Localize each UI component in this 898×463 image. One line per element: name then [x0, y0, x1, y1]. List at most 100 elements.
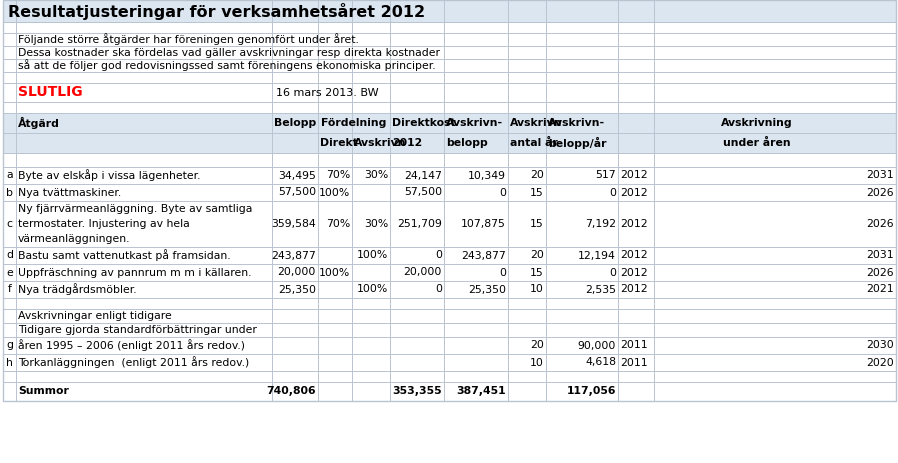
- Text: g: g: [6, 340, 13, 350]
- Text: 243,877: 243,877: [462, 250, 506, 261]
- Text: belopp/år: belopp/år: [548, 137, 606, 149]
- Text: så att de följer god redovisningssed samt föreningens ekonomiska principer.: så att de följer god redovisningssed sam…: [18, 60, 436, 71]
- Text: 10,349: 10,349: [468, 170, 506, 181]
- Text: Avskrivning: Avskrivning: [721, 118, 793, 128]
- Text: Avskrivn-: Avskrivn-: [446, 118, 503, 128]
- Text: 15: 15: [530, 268, 544, 277]
- Text: 70%: 70%: [326, 170, 350, 181]
- Text: 0: 0: [499, 188, 506, 198]
- Text: 2031: 2031: [867, 250, 894, 261]
- Text: Avskrivn: Avskrivn: [354, 138, 407, 148]
- Text: värmeanläggningen.: värmeanläggningen.: [18, 234, 130, 244]
- Text: 0: 0: [609, 188, 616, 198]
- Text: Uppfräschning av pannrum m m i källaren.: Uppfräschning av pannrum m m i källaren.: [18, 268, 251, 277]
- Text: Resultatjusteringar för verksamhetsåret 2012: Resultatjusteringar för verksamhetsåret …: [8, 2, 425, 19]
- Text: 10: 10: [530, 357, 544, 368]
- Text: Avskrivningar enligt tidigare: Avskrivningar enligt tidigare: [18, 311, 172, 321]
- Bar: [3, 0, 896, 401]
- Text: 117,056: 117,056: [567, 387, 616, 396]
- Text: 25,350: 25,350: [278, 284, 316, 294]
- Text: 2026: 2026: [867, 219, 894, 229]
- Text: 2020: 2020: [867, 357, 894, 368]
- Text: 2026: 2026: [867, 188, 894, 198]
- Text: 2021: 2021: [867, 284, 894, 294]
- Text: 2012: 2012: [620, 250, 647, 261]
- Text: antal år: antal år: [510, 138, 558, 148]
- Text: 7,192: 7,192: [585, 219, 616, 229]
- Text: 100%: 100%: [319, 188, 350, 198]
- Text: Avskrivn: Avskrivn: [510, 118, 562, 128]
- Text: Byte av elskåp i vissa lägenheter.: Byte av elskåp i vissa lägenheter.: [18, 169, 200, 181]
- Text: 0: 0: [609, 268, 616, 277]
- Text: Direkt: Direkt: [320, 138, 357, 148]
- Text: 24,147: 24,147: [404, 170, 442, 181]
- Text: Avskrivn-: Avskrivn-: [548, 118, 605, 128]
- Text: 20: 20: [530, 170, 544, 181]
- Text: 2,535: 2,535: [585, 284, 616, 294]
- Text: h: h: [6, 357, 13, 368]
- Text: 30%: 30%: [364, 170, 388, 181]
- Text: 243,877: 243,877: [271, 250, 316, 261]
- Text: 0: 0: [435, 250, 442, 261]
- Text: 2011: 2011: [620, 357, 647, 368]
- Text: 4,618: 4,618: [585, 357, 616, 368]
- Text: 100%: 100%: [357, 284, 388, 294]
- Bar: [3, 113, 896, 153]
- Text: 740,806: 740,806: [267, 387, 316, 396]
- Text: 16 mars 2013. BW: 16 mars 2013. BW: [276, 88, 379, 98]
- Text: 100%: 100%: [319, 268, 350, 277]
- Text: Ny fjärrvärmeanläggning. Byte av samtliga: Ny fjärrvärmeanläggning. Byte av samtlig…: [18, 204, 252, 213]
- Text: 2026: 2026: [867, 268, 894, 277]
- Text: 2030: 2030: [867, 340, 894, 350]
- Text: 70%: 70%: [326, 219, 350, 229]
- Text: d: d: [6, 250, 13, 261]
- Text: åren 1995 – 2006 (enligt 2011 års redov.): åren 1995 – 2006 (enligt 2011 års redov.…: [18, 339, 245, 351]
- Text: 90,000: 90,000: [577, 340, 616, 350]
- Text: 517: 517: [595, 170, 616, 181]
- Text: Dessa kostnader ska fördelas vad gäller avskrivningar resp direkta kostnader: Dessa kostnader ska fördelas vad gäller …: [18, 48, 440, 57]
- Bar: [3, 0, 896, 22]
- Text: Nya trädgårdsmöbler.: Nya trädgårdsmöbler.: [18, 283, 136, 295]
- Text: 57,500: 57,500: [404, 188, 442, 198]
- Text: 12,194: 12,194: [578, 250, 616, 261]
- Text: Direktkost: Direktkost: [392, 118, 455, 128]
- Text: 10: 10: [530, 284, 544, 294]
- Text: b: b: [6, 188, 13, 198]
- Text: 30%: 30%: [364, 219, 388, 229]
- Text: 387,451: 387,451: [456, 387, 506, 396]
- Text: 20,000: 20,000: [277, 268, 316, 277]
- Text: 25,350: 25,350: [468, 284, 506, 294]
- Text: 251,709: 251,709: [397, 219, 442, 229]
- Text: f: f: [7, 284, 12, 294]
- Text: Belopp: Belopp: [274, 118, 316, 128]
- Text: Bastu samt vattenutkast på framsidan.: Bastu samt vattenutkast på framsidan.: [18, 250, 231, 262]
- Text: a: a: [6, 170, 13, 181]
- Text: 2012: 2012: [620, 268, 647, 277]
- Text: Åtgärd: Åtgärd: [18, 117, 60, 129]
- Text: 353,355: 353,355: [392, 387, 442, 396]
- Text: 2031: 2031: [867, 170, 894, 181]
- Text: 2012: 2012: [620, 219, 647, 229]
- Text: 2012: 2012: [620, 170, 647, 181]
- Text: Fördelning: Fördelning: [321, 118, 387, 128]
- Text: Torkanläggningen  (enligt 2011 års redov.): Torkanläggningen (enligt 2011 års redov.…: [18, 357, 250, 369]
- Text: Nya tvättmaskiner.: Nya tvättmaskiner.: [18, 188, 121, 198]
- Text: Följande större åtgärder har föreningen genomfört under året.: Följande större åtgärder har föreningen …: [18, 33, 359, 45]
- Text: e: e: [6, 268, 13, 277]
- Text: Tidigare gjorda standardförbättringar under: Tidigare gjorda standardförbättringar un…: [18, 325, 257, 335]
- Text: 2012: 2012: [392, 138, 422, 148]
- Text: 2011: 2011: [620, 340, 647, 350]
- Text: 2012: 2012: [620, 188, 647, 198]
- Text: 359,584: 359,584: [271, 219, 316, 229]
- Text: under åren: under åren: [723, 138, 791, 148]
- Text: 15: 15: [530, 219, 544, 229]
- Text: Summor: Summor: [18, 387, 69, 396]
- Text: belopp: belopp: [446, 138, 488, 148]
- Text: SLUTLIG: SLUTLIG: [18, 86, 83, 100]
- Text: termostater. Injustering av hela: termostater. Injustering av hela: [18, 219, 189, 229]
- Text: 100%: 100%: [357, 250, 388, 261]
- Text: 15: 15: [530, 188, 544, 198]
- Text: 0: 0: [499, 268, 506, 277]
- Text: 107,875: 107,875: [462, 219, 506, 229]
- Text: 0: 0: [435, 284, 442, 294]
